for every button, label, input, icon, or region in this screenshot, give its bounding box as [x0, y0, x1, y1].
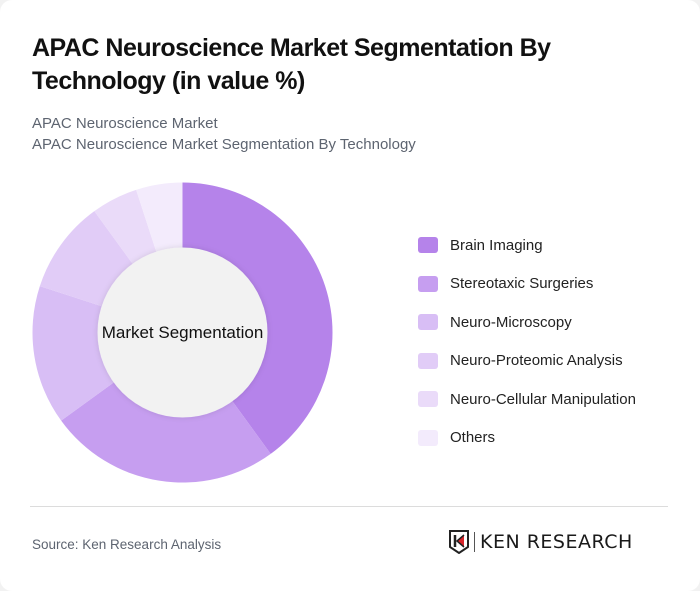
footer-divider [30, 506, 668, 507]
donut-slice-others[interactable] [136, 182, 183, 253]
ken-research-k-shield-icon [449, 530, 469, 554]
logo-separator [474, 532, 475, 552]
ken-research-logo: KEN RESEARCH [448, 530, 633, 554]
legend-label: Stereotaxic Surgeries [450, 275, 594, 293]
legend-swatch [418, 352, 438, 369]
legend-label: Brain Imaging [450, 236, 543, 254]
legend-item-brain-imaging[interactable]: Brain Imaging [418, 226, 636, 265]
legend-item-neuro-microscopy[interactable]: Neuro-Microscopy [418, 303, 636, 342]
subtitle-market: APAC Neuroscience Market [32, 115, 218, 132]
donut-slice-neuro-cellular-manipulation[interactable] [94, 189, 157, 265]
chart-title: APAC Neuroscience Market Segmentation By… [32, 34, 551, 95]
legend-swatch [418, 237, 438, 254]
legend-label: Neuro-Proteomic Analysis [450, 352, 623, 370]
chart-subtitle: APAC Neuroscience Market APAC Neuroscien… [32, 113, 416, 155]
legend-item-stereotaxic-surgeries[interactable]: Stereotaxic Surgeries [418, 265, 636, 304]
subtitle-segmentation: APAC Neuroscience Market Segmentation By… [32, 136, 416, 153]
donut-chart: Market Segmentation [30, 180, 335, 485]
legend-swatch [418, 275, 438, 292]
legend-label: Neuro-Microscopy [450, 313, 572, 331]
source-note: Source: Ken Research Analysis [32, 537, 222, 552]
legend-label: Others [450, 429, 496, 447]
donut-svg [32, 182, 333, 483]
legend-swatch [418, 391, 438, 408]
donut-slice-neuro-proteomic-analysis[interactable] [39, 211, 134, 307]
chart-legend: Brain Imaging Stereotaxic Surgeries Neuro-… [418, 226, 636, 457]
legend-label: Neuro-Cellular Manipulation [450, 390, 636, 408]
legend-item-neuro-proteomic-analysis[interactable]: Neuro-Proteomic Analysis [418, 342, 636, 381]
donut-hole [97, 247, 268, 418]
donut-slice-stereotaxic-surgeries[interactable] [61, 381, 271, 483]
donut-slice-neuro-microscopy[interactable] [32, 286, 115, 421]
logo-text: KEN RESEARCH [480, 531, 633, 553]
legend-swatch [418, 429, 438, 446]
legend-swatch [418, 314, 438, 331]
legend-item-neuro-cellular-manipulation[interactable]: Neuro-Cellular Manipulation [418, 380, 636, 419]
donut-slice-brain-imaging[interactable] [182, 182, 333, 454]
donut-center-label: Market Segmentation [101, 322, 264, 342]
legend-item-others[interactable]: Others [418, 419, 636, 458]
